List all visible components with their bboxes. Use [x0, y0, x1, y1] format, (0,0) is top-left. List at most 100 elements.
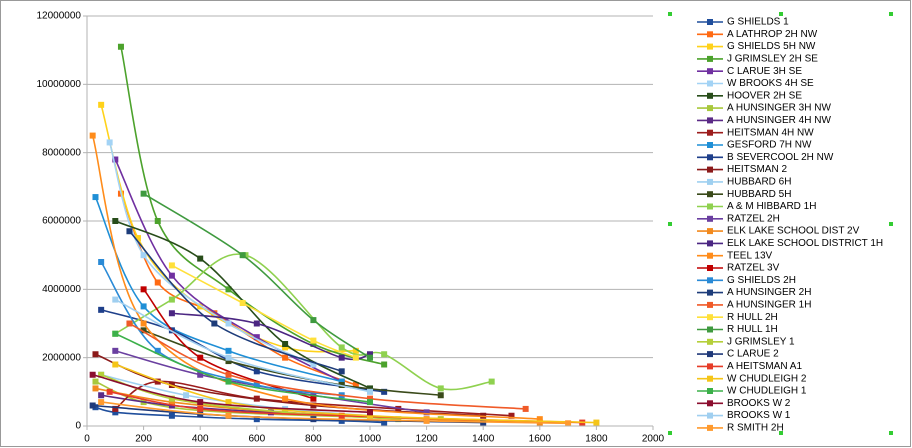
legend: G SHIELDS 1A LATHROP 2H NWG SHIELDS 5H N…: [697, 17, 883, 434]
series-line: [115, 363, 597, 424]
point-marker: [352, 347, 359, 354]
x-tick-label: 800: [305, 434, 322, 445]
point-marker: [565, 420, 572, 426]
point-marker: [225, 358, 232, 365]
point-marker: [140, 303, 147, 310]
legend-label: A HUNSINGER 4H NW: [727, 115, 831, 126]
legend-label: A HUNSINGER 1H: [727, 300, 811, 311]
legend-marker: [707, 252, 713, 259]
point-marker: [168, 395, 175, 402]
legend-marker: [707, 277, 713, 284]
point-marker: [282, 409, 289, 416]
point-marker: [367, 395, 373, 402]
series-line: [143, 192, 371, 359]
legend-label: C LARUE 2: [727, 349, 779, 360]
point-marker: [282, 354, 289, 361]
legend-marker: [707, 43, 713, 50]
point-marker: [112, 218, 119, 224]
legend-label: J GRIMSLEY 1: [727, 336, 795, 347]
legend-label: R SMITH 2H: [727, 423, 784, 434]
handle: [779, 12, 783, 16]
legend-marker: [707, 265, 713, 271]
x-tick-label: 400: [192, 434, 209, 445]
legend-marker: [707, 68, 713, 75]
series-line: [120, 46, 385, 366]
point-marker: [168, 399, 175, 406]
point-marker: [140, 190, 147, 197]
point-marker: [225, 412, 232, 419]
point-marker: [367, 399, 373, 406]
point-marker: [367, 354, 373, 361]
point-marker: [310, 337, 317, 344]
legend-marker: [707, 289, 713, 296]
point-marker: [338, 354, 345, 361]
y-tick-label: 0: [75, 421, 81, 432]
legend-marker: [707, 228, 713, 235]
point-marker: [140, 286, 147, 293]
point-marker: [89, 402, 96, 409]
point-marker: [168, 310, 175, 317]
legend-label: W CHUDLEIGH 1: [727, 386, 807, 397]
legend-label: G SHIELDS 5H NW: [727, 41, 816, 52]
legend-marker: [707, 191, 713, 198]
y-tick-label: 6000000: [42, 216, 81, 227]
point-marker: [367, 409, 373, 416]
point-marker: [239, 252, 246, 259]
point-marker: [117, 43, 124, 50]
point-marker: [225, 320, 232, 327]
legend-label: HUBBARD 5H: [727, 189, 791, 200]
series-line: [92, 373, 371, 414]
point-marker: [225, 371, 232, 378]
point-marker: [98, 259, 105, 265]
series-line: [101, 401, 569, 425]
series-line: [95, 353, 484, 417]
handle: [668, 222, 672, 226]
point-marker: [225, 347, 232, 354]
legend-label: A LATHROP 2H NW: [727, 29, 818, 40]
point-marker: [112, 296, 119, 303]
handle: [779, 431, 783, 435]
point-marker: [140, 327, 147, 334]
point-marker: [253, 334, 260, 341]
point-marker: [367, 351, 373, 358]
legend-marker: [707, 424, 713, 431]
legend-label: A HEITSMAN A1: [727, 361, 802, 372]
point-marker: [310, 395, 317, 402]
point-marker: [381, 351, 388, 358]
legend-label: TEEL 13V: [727, 250, 773, 261]
legend-label: G SHIELDS 1: [727, 17, 789, 28]
point-marker: [197, 399, 204, 406]
y-tick-label: 8000000: [42, 147, 81, 158]
point-marker: [310, 341, 317, 347]
point-marker: [253, 368, 260, 375]
y-tick-label: 10000000: [37, 79, 82, 90]
point-marker: [112, 347, 119, 354]
legend-marker: [707, 375, 713, 382]
plot-area: [89, 43, 600, 426]
point-marker: [381, 361, 388, 368]
legend-marker: [707, 326, 713, 333]
point-marker: [126, 320, 133, 327]
point-marker: [239, 300, 246, 306]
series-line: [171, 312, 371, 361]
point-marker: [225, 354, 232, 361]
point-marker: [168, 272, 175, 279]
legend-marker: [707, 301, 713, 308]
point-marker: [381, 388, 388, 395]
legend-marker: [707, 31, 713, 38]
legend-label: A & M HIBBARD 1H: [727, 201, 816, 212]
legend-marker: [707, 203, 713, 210]
point-marker: [338, 412, 345, 419]
point-marker: [253, 320, 260, 327]
legend-label: HEITSMAN 2: [727, 164, 787, 175]
point-marker: [367, 388, 373, 395]
point-marker: [282, 341, 289, 347]
point-marker: [140, 320, 147, 327]
legend-label: J GRIMSLEY 2H SE: [727, 54, 818, 65]
point-marker: [92, 351, 99, 358]
point-marker: [140, 252, 147, 259]
point-marker: [310, 402, 317, 409]
legend-marker: [707, 19, 713, 25]
